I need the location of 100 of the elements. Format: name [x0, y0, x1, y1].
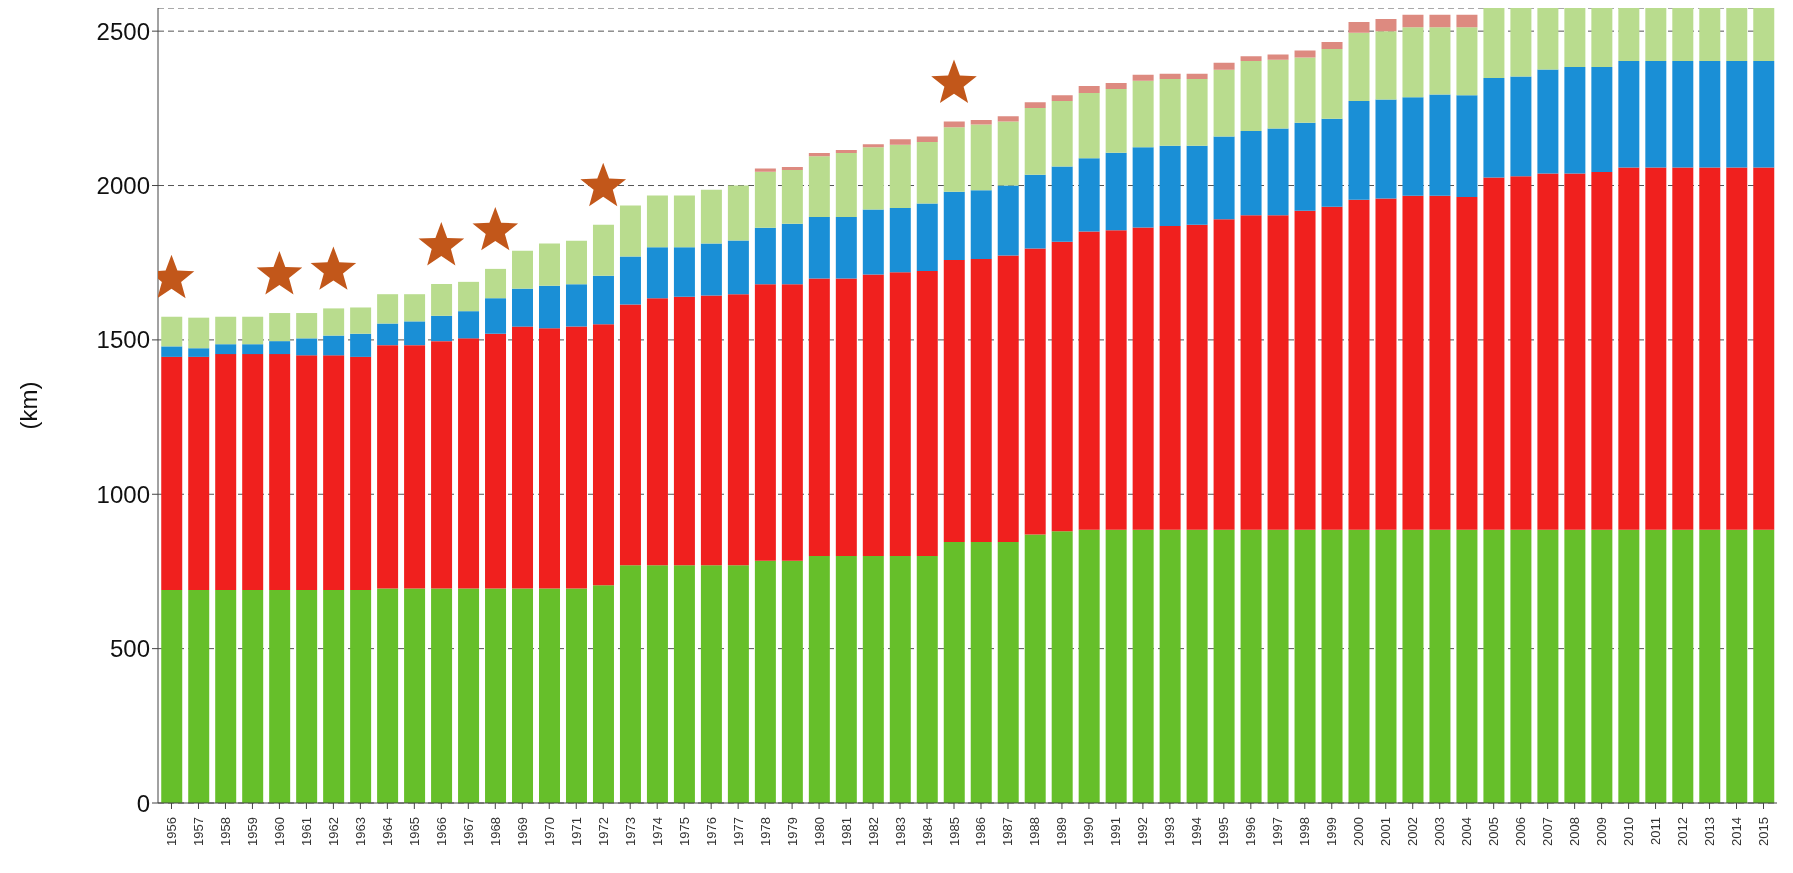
bar: [1618, 61, 1640, 168]
bar: [808, 156, 830, 218]
bar: [916, 271, 938, 557]
x-tick-label: 2003: [1432, 817, 1448, 846]
bar: [754, 284, 776, 561]
bar: [458, 338, 480, 589]
x-tick-label: 1986: [973, 817, 989, 846]
bar: [808, 278, 830, 557]
x-tick-label: 1958: [217, 817, 233, 846]
bar: [1105, 152, 1127, 231]
bar: [997, 185, 1019, 256]
bar: [1726, 167, 1748, 530]
bar: [970, 542, 992, 803]
bar: [1051, 95, 1073, 101]
bar: [700, 565, 722, 803]
bar: [485, 333, 507, 589]
bar: [323, 308, 345, 336]
bar: [673, 296, 695, 566]
bar: [1483, 529, 1505, 803]
bar: [1645, 8, 1667, 62]
bar: [673, 247, 695, 297]
bar: [1321, 118, 1343, 207]
bar: [1051, 531, 1073, 803]
bar: [242, 316, 264, 345]
bar: [781, 170, 803, 224]
bar: [889, 139, 911, 145]
bar: [1321, 49, 1343, 119]
bar: [889, 208, 911, 273]
bar: [646, 247, 668, 299]
x-tick-label: 2011: [1648, 817, 1664, 845]
bar: [242, 589, 264, 803]
bar: [1348, 199, 1370, 530]
bar: [1267, 128, 1289, 216]
bar: [943, 121, 965, 128]
bar: [1402, 14, 1424, 28]
x-tick-label: 2014: [1729, 817, 1745, 846]
x-tick-label: 2002: [1405, 817, 1421, 846]
bar: [592, 585, 614, 803]
bar: [1078, 231, 1100, 530]
bar: [1753, 61, 1775, 168]
bar: [188, 317, 210, 349]
bar: [835, 153, 857, 218]
y-tick-label: 0: [136, 789, 150, 817]
bar: [673, 195, 695, 248]
bar: [727, 294, 749, 566]
bar: [619, 256, 641, 305]
bar: [1483, 78, 1505, 178]
bar: [485, 588, 507, 803]
bar: [754, 560, 776, 803]
bar: [646, 195, 668, 248]
bar: [781, 223, 803, 285]
x-tick-label: 1993: [1162, 817, 1178, 846]
x-tick-label: 1973: [622, 817, 638, 846]
bar: [1402, 97, 1424, 196]
bar: [539, 285, 560, 329]
bar: [646, 565, 668, 803]
bar: [1645, 529, 1667, 803]
x-tick-label: 1997: [1270, 817, 1286, 846]
bar: [943, 259, 965, 543]
bar: [808, 217, 830, 279]
bar: [1537, 69, 1559, 174]
bar: [1429, 94, 1451, 196]
x-tick-label: 1987: [1000, 817, 1016, 846]
bar: [1132, 227, 1154, 530]
bar: [1510, 8, 1532, 77]
bar: [1510, 529, 1532, 803]
bar: [1591, 66, 1613, 172]
bar: [215, 354, 237, 590]
bar: [1348, 21, 1370, 33]
bar: [296, 313, 318, 339]
bar: [1267, 529, 1289, 803]
bar: [970, 190, 992, 259]
bar: [1348, 32, 1370, 101]
bar: [1375, 19, 1397, 32]
bar: [188, 356, 210, 590]
x-tick-label: 1962: [325, 817, 341, 846]
y-axis-title: (km): [14, 381, 42, 430]
bar: [242, 354, 264, 590]
bar: [1591, 171, 1613, 530]
bar: [862, 144, 884, 148]
bar: [269, 589, 291, 803]
x-tick-label: 1994: [1189, 817, 1205, 846]
bar: [1240, 529, 1262, 803]
bar: [350, 589, 372, 803]
bar: [1429, 14, 1451, 28]
x-tick-label: 2009: [1594, 817, 1610, 846]
bar: [862, 556, 884, 803]
bar: [377, 323, 399, 346]
bar: [485, 298, 507, 334]
bar: [1078, 158, 1100, 232]
bar: [1672, 8, 1694, 62]
x-tick-label: 1966: [433, 817, 449, 846]
bar: [458, 588, 480, 803]
x-tick-label: 1957: [190, 817, 206, 846]
bar: [1510, 76, 1532, 177]
x-tick-label: 1980: [811, 817, 827, 846]
bar: [1186, 224, 1208, 530]
bar: [1483, 8, 1505, 79]
x-tick-label: 1984: [919, 817, 935, 846]
x-tick-label: 2015: [1756, 817, 1772, 846]
